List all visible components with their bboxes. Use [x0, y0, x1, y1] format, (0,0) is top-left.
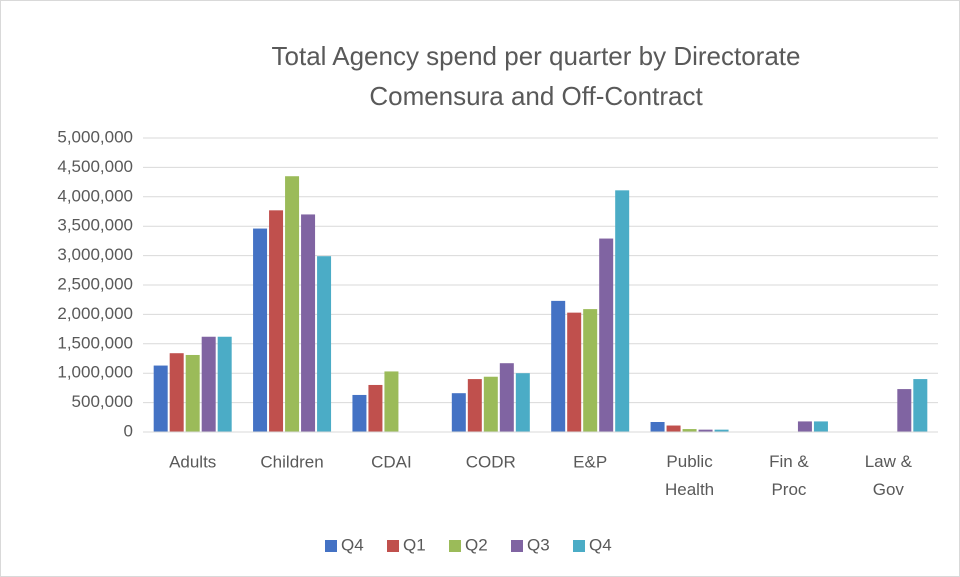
- y-tick-label: 3,500,000: [57, 216, 133, 235]
- y-tick-label: 4,500,000: [57, 157, 133, 176]
- legend-swatch: [387, 540, 399, 552]
- bar: [551, 300, 566, 432]
- bar: [897, 389, 912, 432]
- legend-swatch: [449, 540, 461, 552]
- legend-label: Q1: [403, 535, 426, 554]
- bar: [813, 421, 828, 432]
- bar: [352, 394, 367, 432]
- x-tick-label: Fin & Proc: [769, 452, 809, 499]
- x-tick-label: CDAI: [371, 452, 412, 471]
- bar: [451, 393, 466, 432]
- y-tick-label: 2,500,000: [57, 274, 133, 293]
- bar: [483, 376, 498, 432]
- legend-swatch: [325, 540, 337, 552]
- bar: [217, 336, 232, 432]
- bar: [615, 190, 630, 432]
- y-tick-label: 1,000,000: [57, 363, 133, 382]
- legend-swatch: [573, 540, 585, 552]
- bar: [269, 210, 284, 432]
- y-tick-label: 5,000,000: [57, 127, 133, 146]
- bar: [169, 353, 184, 432]
- bar: [666, 425, 681, 432]
- legend-label: Q3: [527, 535, 550, 554]
- bar: [913, 379, 928, 432]
- bar: [301, 214, 316, 432]
- y-tick-label: 0: [124, 421, 133, 440]
- bar: [185, 354, 200, 432]
- legend-label: Q4: [589, 535, 612, 554]
- chart-title: Total Agency spend per quarter by Direct…: [272, 41, 801, 71]
- bar: [567, 312, 582, 432]
- bar: [153, 365, 168, 432]
- x-tick-label: Public Health: [665, 452, 714, 499]
- bar: [583, 309, 598, 432]
- bar: [599, 238, 614, 432]
- bar: [384, 371, 399, 432]
- bar: [253, 228, 268, 432]
- y-tick-label: 3,000,000: [57, 245, 133, 264]
- bar: [467, 379, 482, 432]
- chart-subtitle: Comensura and Off-Contract: [369, 81, 703, 111]
- x-tick-label: CODR: [466, 452, 516, 471]
- bar: [650, 422, 665, 432]
- bar: [698, 429, 713, 432]
- x-tick-label: Law & Gov: [865, 452, 913, 499]
- x-tick-label: E&P: [573, 452, 607, 471]
- x-tick-label: Children: [260, 452, 323, 471]
- bar: [201, 336, 216, 432]
- y-tick-label: 2,000,000: [57, 304, 133, 323]
- y-tick-label: 4,000,000: [57, 186, 133, 205]
- bar: [317, 256, 332, 432]
- bar: [797, 421, 812, 432]
- y-tick-label: 1,500,000: [57, 333, 133, 352]
- legend-label: Q2: [465, 535, 488, 554]
- bar: [682, 429, 697, 432]
- bar: [714, 429, 729, 432]
- bar: [499, 363, 514, 432]
- bar: [285, 176, 300, 432]
- y-tick-label: 500,000: [72, 392, 133, 411]
- legend-label: Q4: [341, 535, 364, 554]
- legend-swatch: [511, 540, 523, 552]
- x-tick-label: Adults: [169, 452, 216, 471]
- bar: [368, 384, 383, 432]
- bar: [515, 373, 530, 432]
